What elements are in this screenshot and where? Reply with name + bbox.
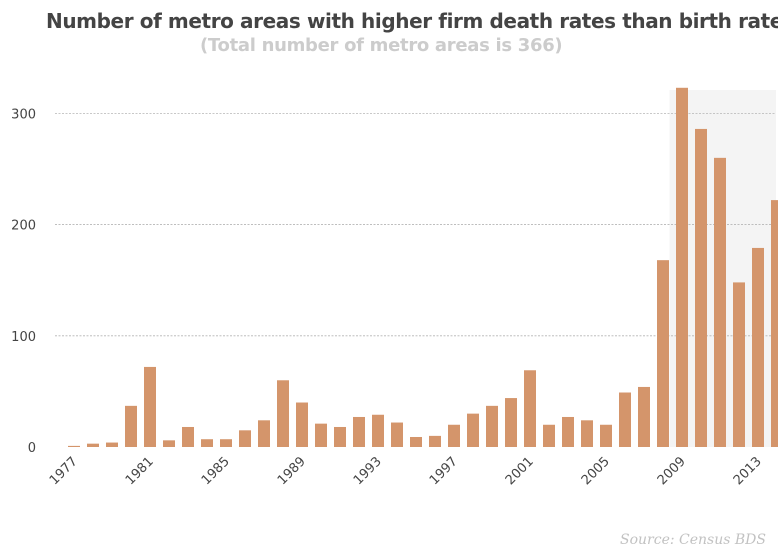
bar-2011	[714, 157, 726, 447]
bar-1992	[353, 416, 365, 447]
bar-1988	[277, 380, 289, 447]
bar-1997	[448, 424, 460, 447]
bar-1991	[334, 426, 346, 447]
bar-1980	[125, 405, 137, 447]
x-tick-label: 2013	[731, 454, 765, 488]
bar-1985	[220, 439, 232, 447]
bar-1979	[106, 442, 118, 447]
bar-2005	[600, 424, 612, 447]
bar-2003	[562, 416, 574, 447]
bar-1993	[372, 414, 384, 447]
bar-1999	[486, 405, 498, 447]
bar-1987	[258, 420, 270, 447]
x-tick-label: 1985	[199, 454, 233, 488]
x-tick-label: 2001	[503, 454, 537, 488]
bar-2004	[581, 420, 593, 447]
x-tick-label: 1997	[427, 454, 461, 488]
y-tick-label: 300	[11, 107, 36, 122]
bar-1994	[391, 422, 403, 447]
bar-1986	[239, 430, 251, 447]
y-tick-label: 200	[11, 219, 36, 234]
x-tick-label: 1993	[351, 454, 385, 488]
x-tick-label: 1981	[123, 454, 157, 488]
x-tick-label: 2005	[579, 454, 613, 488]
bar-2002	[543, 424, 555, 447]
bar-2000	[505, 398, 517, 447]
bar-2008	[657, 260, 669, 447]
y-axis-labels: 0 100 200 300	[11, 107, 36, 456]
bar-2006	[619, 392, 631, 447]
bar-1995	[410, 436, 422, 447]
bar-1989	[296, 402, 308, 447]
bar-2009	[676, 87, 688, 447]
y-tick-label: 0	[28, 441, 36, 456]
x-tick-label: 1977	[47, 454, 81, 488]
chart-title: Number of metro areas with higher firm d…	[46, 9, 778, 33]
bar-2014	[771, 200, 778, 447]
bar-1998	[467, 413, 479, 447]
bar-2012	[733, 282, 745, 447]
bar-1984	[201, 439, 213, 447]
x-tick-label: 1989	[275, 454, 309, 488]
bar-1978	[87, 443, 99, 447]
bar-1996	[429, 435, 441, 447]
bar-1990	[315, 423, 327, 447]
bar-2013	[752, 247, 764, 447]
y-tick-label: 100	[11, 330, 36, 345]
bar-1983	[182, 426, 194, 447]
x-tick-label: 2009	[655, 454, 689, 488]
grid-layer	[55, 112, 776, 337]
bar-1982	[163, 440, 175, 447]
x-axis-labels: 1977 1981 1985 1989 1993 1997 2001 2005 2009 2013	[47, 454, 765, 488]
bars	[68, 87, 778, 447]
bar-1981	[144, 366, 156, 447]
bar-2001	[524, 370, 536, 447]
bar-1977	[68, 445, 80, 447]
bar-2010	[695, 128, 707, 447]
bar-2007	[638, 386, 650, 447]
chart-subtitle: (Total number of metro areas is 366)	[200, 35, 563, 56]
source-note: Source: Census BDS	[620, 532, 766, 548]
